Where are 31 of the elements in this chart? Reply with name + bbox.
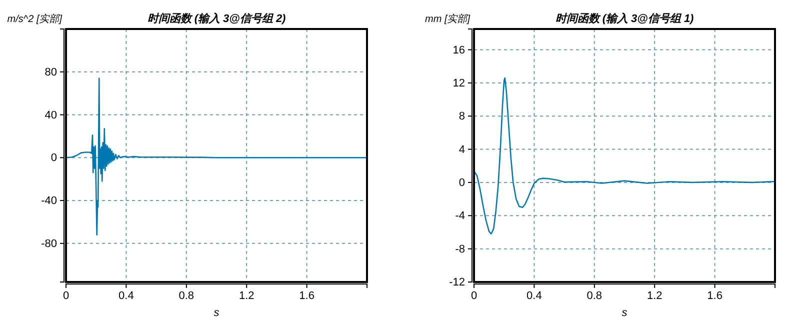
x-tick-label: 1.2 — [646, 290, 662, 302]
y-tick-label: -40 — [41, 195, 57, 208]
y-tick-label: 8 — [458, 110, 465, 123]
x-tick-label: 1.6 — [299, 290, 314, 302]
x-tick-label: 0.4 — [526, 290, 542, 302]
x-tick-label: 0 — [62, 290, 70, 302]
x-tick-label: 0 — [470, 290, 478, 302]
y-tick-label: -80 — [41, 238, 57, 250]
y-tick-label: 16 — [452, 44, 465, 56]
y-tick-label: 0 — [50, 152, 57, 164]
y-tick-label: 40 — [44, 109, 57, 122]
x-tick-label: 1.2 — [238, 290, 254, 302]
y-axis-title: m/s^2 [实部] — [7, 13, 62, 25]
x-tick-label: 1.6 — [707, 290, 722, 302]
y-tick-label: 80 — [44, 66, 57, 78]
y-axis-title: mm [实部] — [425, 13, 470, 25]
y-tick-label: -12 — [449, 276, 465, 289]
x-axis-title: s — [214, 307, 220, 319]
y-tick-label: 12 — [452, 77, 465, 90]
x-tick-label: 0.8 — [178, 290, 194, 302]
x-axis-title: s — [622, 307, 628, 319]
x-tick-label: 0.8 — [586, 290, 602, 302]
y-tick-label: -4 — [455, 210, 465, 222]
chart-title: 时间函数 (输入 3@信号组 2) — [147, 12, 286, 25]
chart-title: 时间函数 (输入 3@信号组 1) — [555, 12, 694, 25]
y-tick-label: 4 — [458, 144, 465, 156]
line-series — [474, 77, 775, 235]
x-tick-label: 0.4 — [118, 290, 134, 302]
y-tick-label: 0 — [458, 176, 465, 189]
y-tick-label: -8 — [455, 243, 465, 256]
line-series — [66, 78, 367, 236]
